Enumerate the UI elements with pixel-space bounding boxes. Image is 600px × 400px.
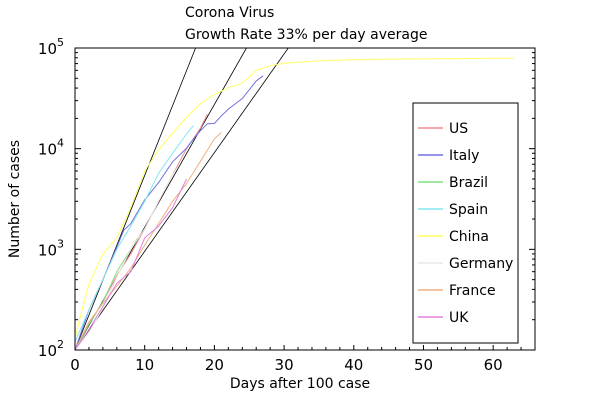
y-tick-label: 102: [38, 338, 64, 360]
x-tick-label: 40: [344, 356, 363, 374]
plot-frame: [74, 47, 536, 351]
series-line-china: [75, 57, 515, 339]
series-lines: [75, 57, 515, 350]
series-line-spain: [75, 125, 194, 343]
x-axis-label: Days after 100 case: [230, 376, 370, 392]
series-line-germany: [75, 164, 180, 350]
legend-label-italy: Italy: [449, 148, 479, 164]
legend-label-germany: Germany: [449, 256, 513, 272]
legend-label-spain: Spain: [449, 202, 488, 218]
legend-label-uk: UK: [449, 310, 469, 326]
axis-ticks: 0 10 20 30 40 50 60 102 103 104 105: [38, 36, 535, 374]
x-tick-label: 10: [135, 356, 154, 374]
legend: US Italy Brazil Spain China Germany France UK: [412, 102, 519, 344]
reference-lines: [75, 48, 289, 350]
reference-line-1: [75, 48, 196, 350]
chart-subtitle: Growth Rate 33% per day average: [185, 27, 428, 43]
x-tick-label: 30: [275, 356, 294, 374]
legend-label-china: China: [449, 229, 489, 245]
y-tick-label: 103: [38, 237, 64, 259]
series-line-uk: [75, 178, 187, 350]
y-axis-label: Number of cases: [7, 140, 23, 258]
y-tick-label: 104: [38, 137, 64, 159]
legend-label-us: US: [449, 121, 468, 137]
series-line-italy: [75, 75, 264, 350]
series-line-france: [75, 132, 222, 350]
x-tick-label: 60: [484, 356, 503, 374]
x-tick-label: 0: [70, 356, 80, 374]
legend-box: [412, 102, 519, 344]
chart-title: Corona Virus: [185, 5, 275, 21]
legend-label-france: France: [449, 283, 496, 299]
reference-line-3: [75, 48, 289, 350]
y-tick-label: 105: [38, 36, 64, 58]
x-tick-label: 50: [414, 356, 433, 374]
legend-label-brazil: Brazil: [449, 175, 488, 191]
x-tick-label: 20: [205, 356, 224, 374]
